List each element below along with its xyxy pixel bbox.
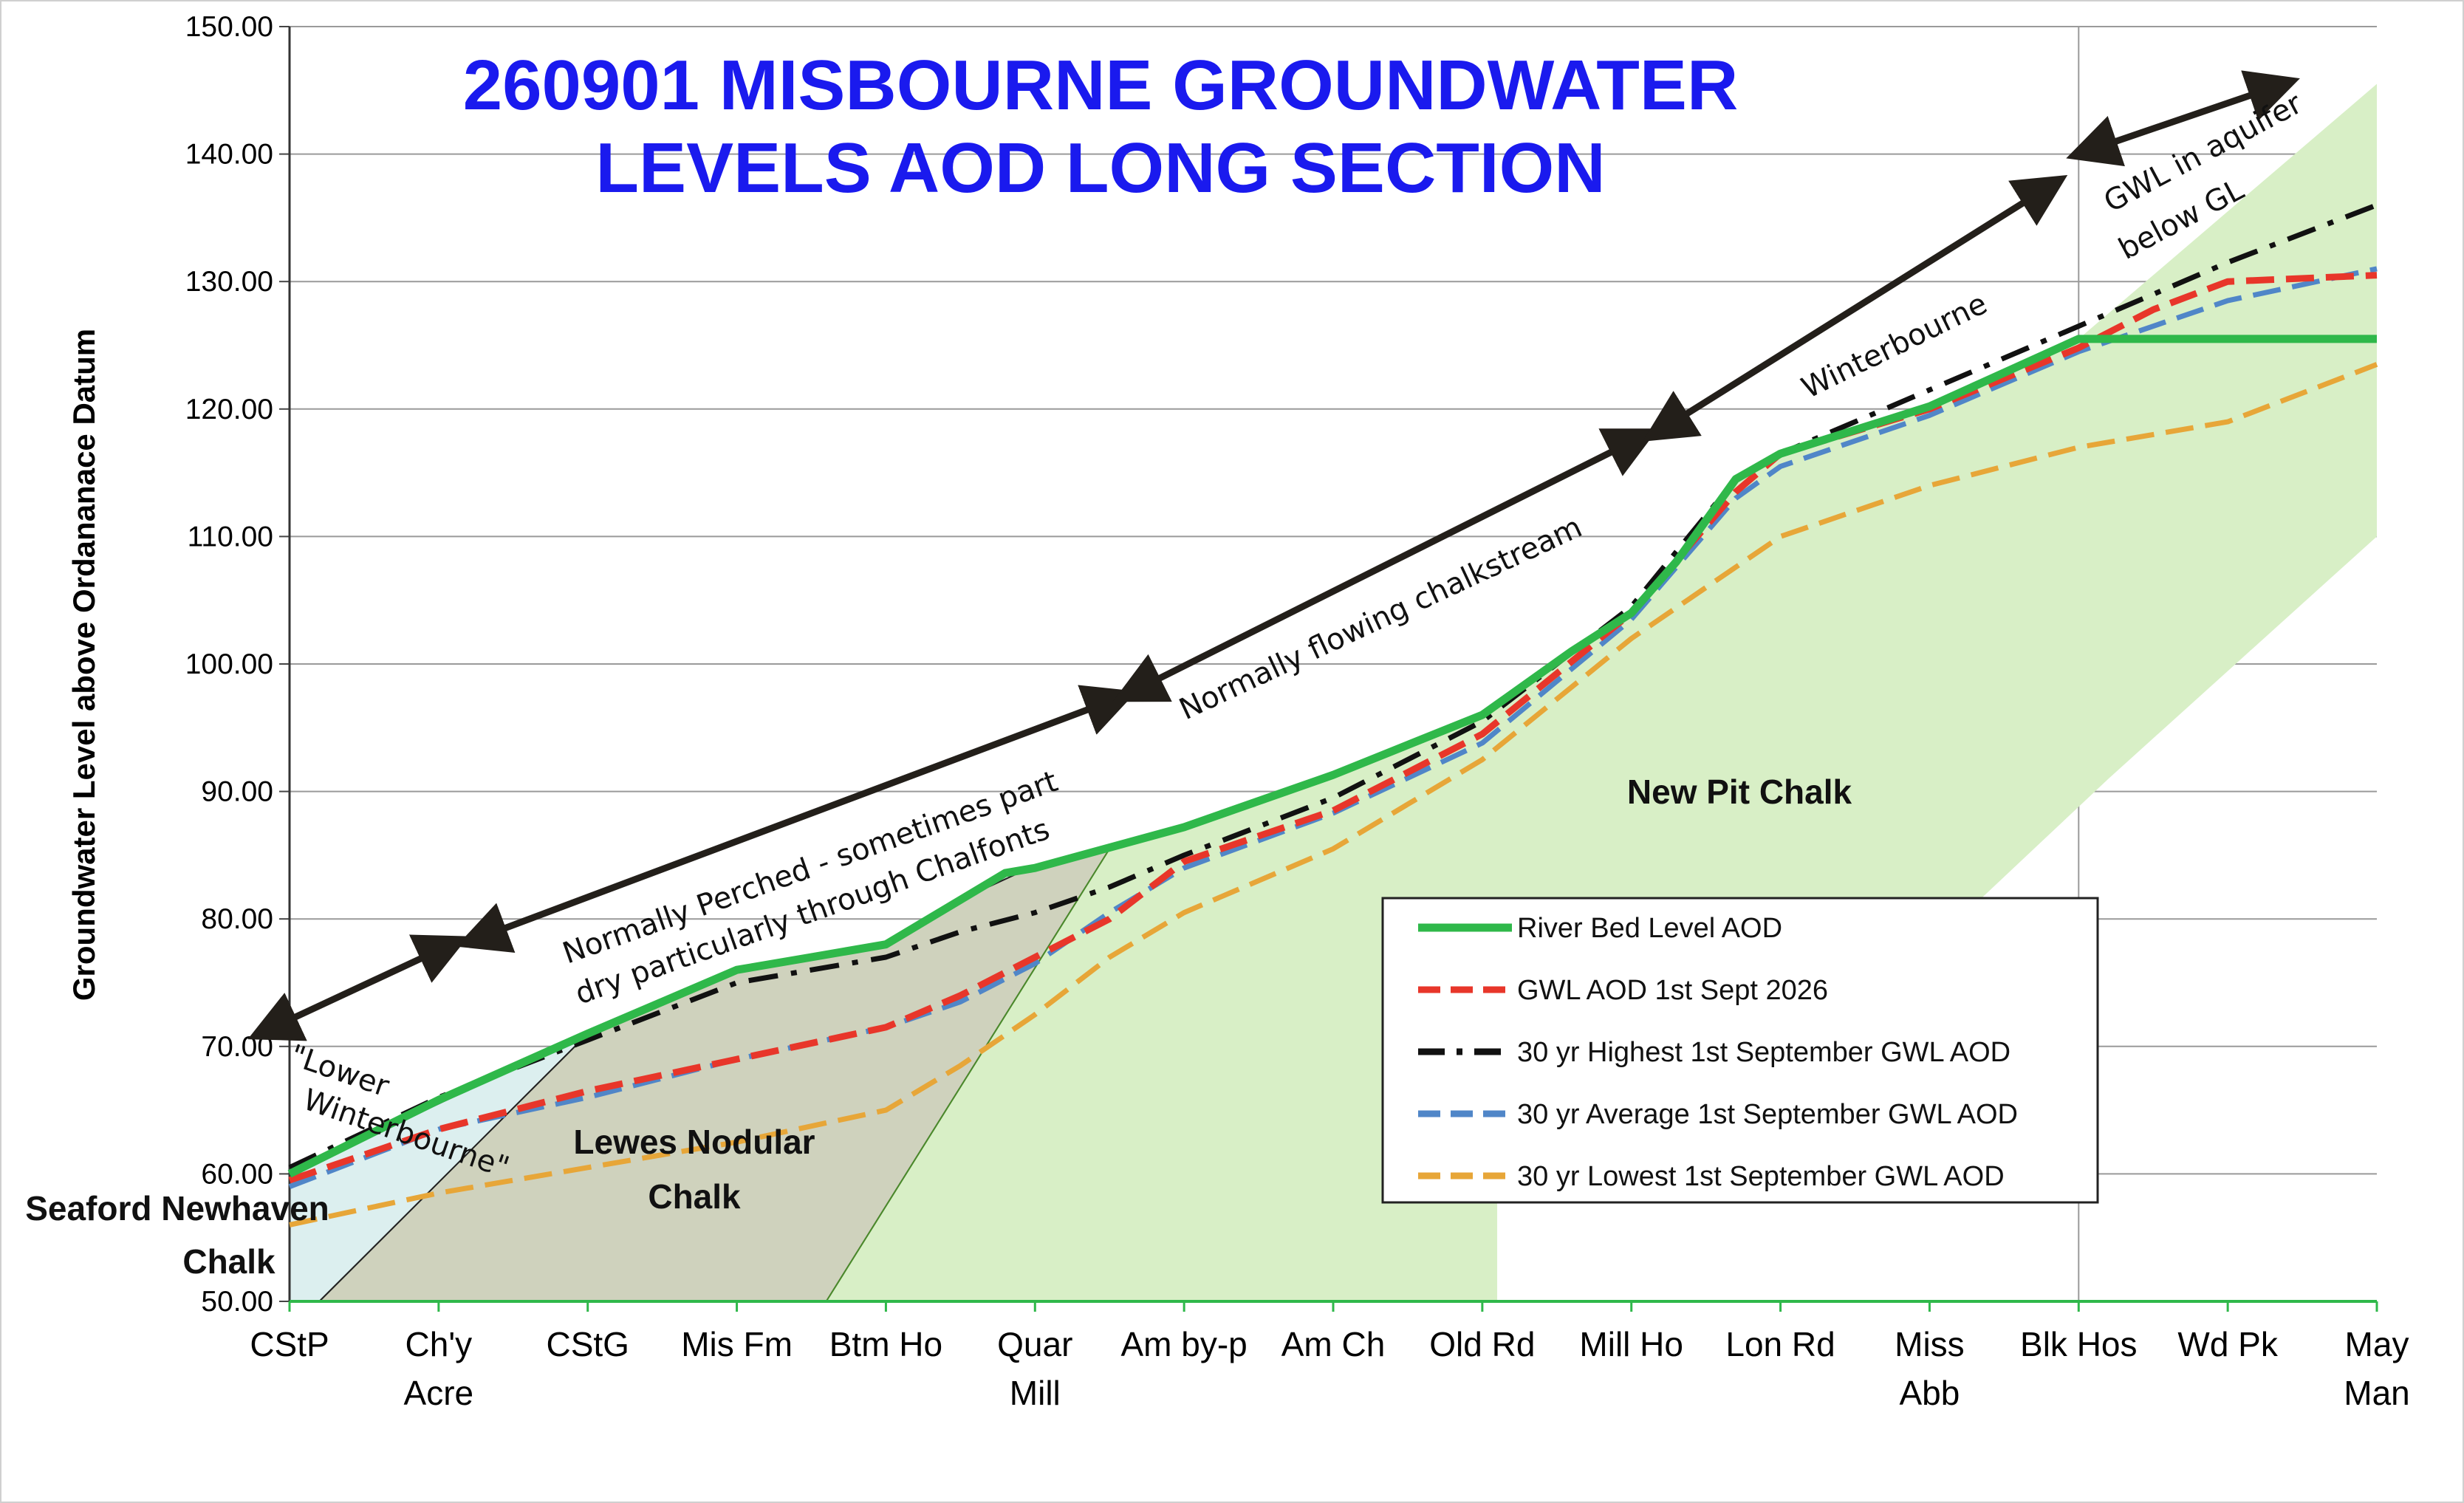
x-tick-label: Quar xyxy=(997,1325,1072,1363)
series-line-4 xyxy=(289,362,2378,1228)
region-label: New Pit Chalk xyxy=(1627,773,1852,811)
range-arrow-2 xyxy=(1112,428,1658,702)
x-tick-label: Abb xyxy=(1899,1374,1960,1412)
region-label: Lewes Nodular xyxy=(573,1123,815,1161)
range-arrow-4 xyxy=(2066,70,2300,167)
series-line-1 xyxy=(288,272,2378,1184)
y-axis-label: Groundwater Level above Ordananace Datum xyxy=(66,329,101,1001)
legend-label: 30 yr Average 1st September GWL AOD xyxy=(1517,1099,2018,1130)
region-label: Seaford Newhaven xyxy=(25,1189,329,1228)
x-tick-label: Old Rd xyxy=(1429,1325,1535,1363)
y-tick-label: 60.00 xyxy=(201,1158,273,1190)
y-tick-label: 80.00 xyxy=(201,903,273,935)
x-tick-label: Btm Ho xyxy=(829,1325,942,1363)
x-tick-label: Miss xyxy=(1895,1325,1965,1363)
range-arrows xyxy=(247,70,2300,1041)
x-tick-label: May xyxy=(2345,1325,2409,1363)
y-tick-label: 110.00 xyxy=(188,521,273,552)
legend-label: 30 yr Lowest 1st September GWL AOD xyxy=(1517,1161,2005,1192)
chart-title-line: LEVELS AOD LONG SECTION xyxy=(595,129,1605,208)
legend-label: 30 yr Highest 1st September GWL AOD xyxy=(1517,1037,2010,1068)
y-tick-label: 140.00 xyxy=(185,139,273,171)
y-tick-label: 90.00 xyxy=(201,776,273,808)
x-tick-label: Am Ch xyxy=(1281,1325,1386,1363)
x-tick-label: Ch'y xyxy=(405,1325,473,1363)
x-tick-label: Am by-p xyxy=(1121,1325,1248,1363)
x-tick-label: Blk Hos xyxy=(2020,1325,2137,1363)
x-tick-label: Man xyxy=(2344,1374,2409,1412)
range-arrow-0 xyxy=(247,934,469,1041)
x-tick-label: CStP xyxy=(250,1325,329,1363)
y-tick-label: 100.00 xyxy=(185,648,273,680)
range-arrow-3 xyxy=(1642,175,2068,442)
x-tick-label: Mill Ho xyxy=(1579,1325,1683,1363)
chart-title-line: 260901 MISBOURNE GROUNDWATER xyxy=(463,46,1739,125)
x-tick-label: Acre xyxy=(404,1374,474,1412)
legend-box xyxy=(1381,897,2099,1204)
y-tick-label: 130.00 xyxy=(185,266,273,298)
y-tick-label: 50.00 xyxy=(201,1286,273,1318)
y-tick-label: 120.00 xyxy=(185,394,273,425)
range-arrow-1 xyxy=(456,685,1137,954)
region-label: Chalk xyxy=(182,1242,276,1281)
x-tick-label: Wd Pk xyxy=(2177,1325,2278,1363)
x-tick-label: Mill xyxy=(1010,1374,1061,1412)
region-label: Chalk xyxy=(648,1177,741,1216)
x-tick-label: Mis Fm xyxy=(681,1325,793,1363)
axes: 50.0060.0070.0080.0090.00100.00110.00120… xyxy=(185,11,2410,1412)
legend: River Bed Level AOD GWL AOD 1st Sept 2026… xyxy=(1381,897,2099,1204)
x-tick-label: CStG xyxy=(546,1325,629,1363)
x-tick-label: Lon Rd xyxy=(1725,1325,1835,1363)
legend-label: GWL AOD 1st Sept 2026 xyxy=(1517,975,1828,1006)
legend-label: River Bed Level AOD xyxy=(1517,913,1782,944)
y-tick-label: 150.00 xyxy=(185,11,273,43)
